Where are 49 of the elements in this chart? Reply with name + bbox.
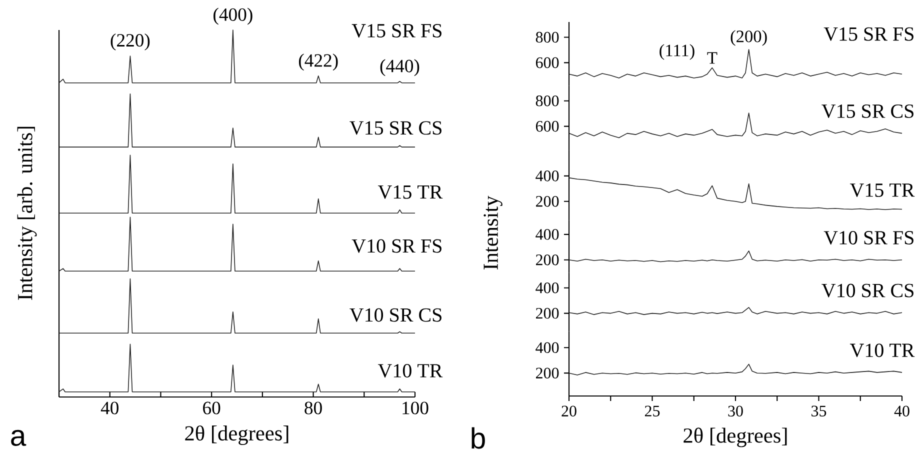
y-tick-label: 800	[536, 32, 559, 43]
series-label: V15 SR CS	[350, 121, 442, 135]
series-label: V10 SR CS	[350, 308, 442, 322]
y-tick-label: 800	[536, 95, 559, 106]
y-tick-label: 200	[536, 308, 559, 319]
series-label: V15 TR	[378, 185, 443, 199]
series-label: V10 SR CS	[822, 284, 914, 298]
series-label: V15 SR FS	[824, 27, 914, 41]
y-tick-label: 400	[536, 229, 559, 240]
x-tick-label: 100	[402, 402, 428, 414]
y-tick-label: 600	[536, 120, 559, 132]
y-tick-label: 400	[536, 282, 559, 294]
y-tick-label: 200	[536, 368, 559, 378]
annotation: T	[707, 52, 718, 64]
series-label: V10 SR FS	[352, 239, 442, 253]
annotation: (400)	[214, 8, 252, 25]
series-label: V15 TR	[850, 183, 915, 197]
y-tick-label: 600	[536, 57, 559, 68]
x-tick-label: 80	[304, 402, 322, 414]
text: V15 SR FS	[352, 24, 442, 38]
x-axis-title: 2θ [degrees]	[684, 428, 787, 448]
x-tick-label: 25	[644, 406, 660, 416]
annotation: (111)	[660, 44, 694, 60]
series-label: V10 TR	[378, 364, 443, 378]
line-series	[568, 307, 902, 315]
x-axis-title: 2θ [degrees]	[185, 425, 288, 445]
x-tick-label: 35	[812, 406, 826, 416]
y-tick-label: 400	[536, 342, 559, 354]
x-tick-label: 30	[728, 406, 743, 416]
x-tick-label: 40	[100, 402, 118, 414]
y-tick-label: 200	[536, 196, 559, 207]
y-axis-title: Intensity [arb. units]	[17, 126, 37, 300]
line-series	[568, 250, 902, 262]
x-tick-label: 60	[203, 402, 220, 414]
annotation: (422)	[298, 54, 338, 71]
series-label: V10 SR FS	[824, 231, 914, 245]
annotation: (440)	[380, 59, 420, 76]
series-label: V15 SR CS	[822, 104, 914, 118]
series-label: V10 TR	[850, 344, 915, 358]
y-tick-label: 200	[536, 254, 559, 266]
x-tick-label: 20	[562, 406, 576, 416]
annotation: (200)	[730, 30, 767, 46]
y-axis-title: Intensity	[484, 196, 502, 270]
x-tick-label: 40	[894, 406, 910, 416]
line-series	[568, 364, 902, 376]
y-tick-label: 400	[536, 170, 559, 182]
annotation: (220)	[110, 33, 150, 50]
text: a	[11, 430, 26, 446]
text: b	[472, 427, 485, 449]
